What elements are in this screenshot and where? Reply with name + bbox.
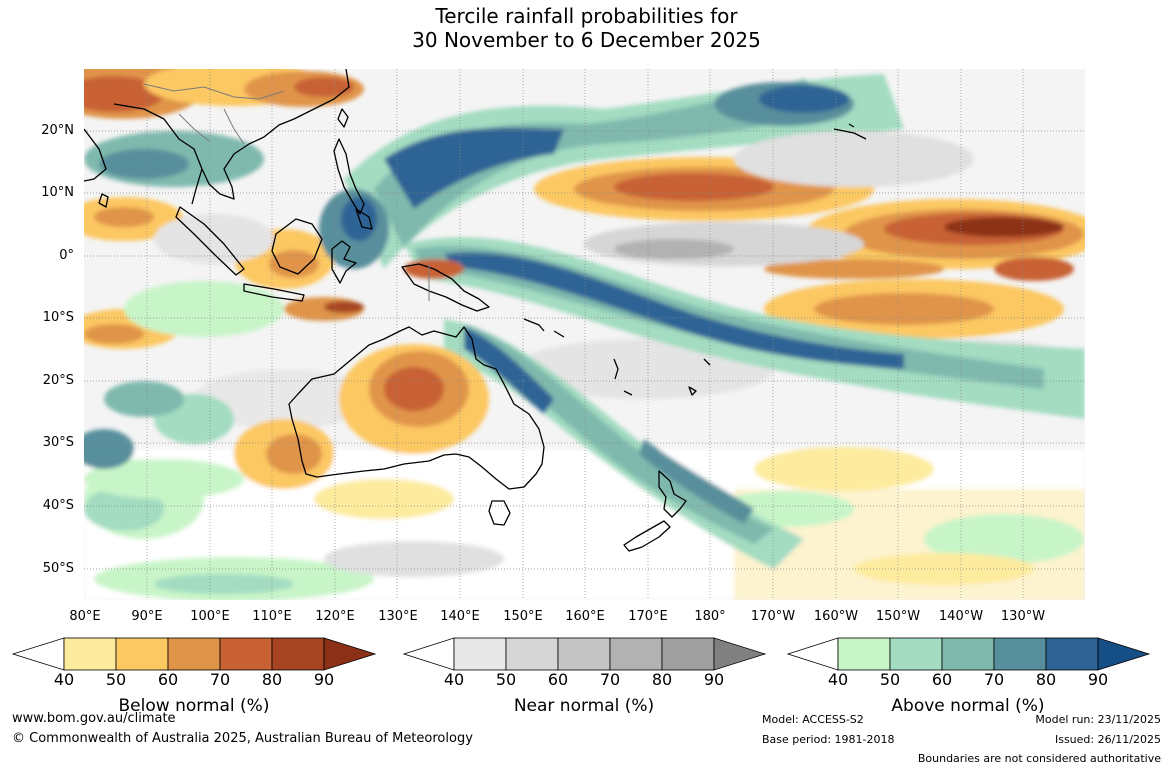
tick-above-70: 70 bbox=[983, 670, 1005, 689]
tick-above-60: 60 bbox=[931, 670, 953, 689]
lon-label-110e: 110°E bbox=[252, 609, 292, 624]
philippines-coastline bbox=[333, 138, 365, 215]
title-line-2: 30 November to 6 December 2025 bbox=[412, 28, 761, 52]
legend-title-near: Near normal (%) bbox=[513, 696, 655, 716]
lon-label-140w: 140°W bbox=[938, 609, 984, 624]
lat-label-0: 0° bbox=[59, 248, 74, 263]
sumatra-coastline bbox=[175, 206, 245, 276]
lat-label-40s: 40°S bbox=[42, 498, 74, 513]
tick-above-50: 50 bbox=[879, 670, 901, 689]
australia-coastline bbox=[288, 326, 545, 490]
lon-label-160e: 160°E bbox=[565, 609, 605, 624]
lat-label-10s: 10°S bbox=[42, 310, 74, 325]
lon-label-150w: 150°W bbox=[875, 609, 921, 624]
mainland-asia-coastline bbox=[113, 69, 350, 200]
cbar-near-seg-1 bbox=[453, 637, 507, 671]
new-zealand-north-coastline bbox=[658, 470, 687, 518]
legend-title-above: Above normal (%) bbox=[891, 696, 1045, 716]
lat-label-30s: 30°S bbox=[42, 435, 74, 450]
tick-above-80: 80 bbox=[1035, 670, 1057, 689]
coastlines bbox=[84, 69, 867, 552]
lon-label-90e: 90°E bbox=[131, 609, 163, 624]
colorbar-above-svg bbox=[787, 637, 1151, 671]
lon-label-80e: 80°E bbox=[69, 609, 101, 624]
map-canvas bbox=[84, 69, 1085, 600]
boundaries-disclaimer: Boundaries are not considered authoritat… bbox=[917, 752, 1161, 765]
lon-label-180: 180° bbox=[694, 609, 726, 624]
tick-below-50: 50 bbox=[105, 670, 127, 689]
website-link[interactable]: www.bom.gov.au/climate bbox=[12, 711, 176, 726]
java-coastline bbox=[243, 283, 305, 302]
cbar-above-seg-1 bbox=[837, 637, 891, 671]
lon-label-170w: 170°W bbox=[750, 609, 796, 624]
tick-near-80: 80 bbox=[651, 670, 673, 689]
tick-near-60: 60 bbox=[547, 670, 569, 689]
borneo-coastline bbox=[271, 218, 323, 275]
legend-title-below: Below normal (%) bbox=[118, 696, 270, 716]
tasmania-coastline bbox=[488, 500, 511, 526]
cbar-below-under bbox=[12, 637, 65, 671]
cbar-near-seg-2 bbox=[505, 637, 559, 671]
issued-date: Issued: 26/11/2025 bbox=[1054, 733, 1161, 746]
new-zealand-south-coastline bbox=[623, 520, 671, 552]
graticule bbox=[84, 69, 1085, 600]
lat-label-50s: 50°S bbox=[42, 561, 74, 576]
cbar-above-under bbox=[787, 637, 839, 671]
map-title: Tercile rainfall probabilities for 30 No… bbox=[0, 4, 1173, 52]
cbar-near-over bbox=[713, 637, 767, 671]
lon-label-150e: 150°E bbox=[503, 609, 543, 624]
colorbar-above-normal bbox=[787, 637, 1151, 671]
title-line-1: Tercile rainfall probabilities for bbox=[435, 4, 738, 28]
model-name: Model: ACCESS-S2 bbox=[762, 713, 864, 726]
sulawesi-coastline bbox=[331, 240, 357, 284]
lat-label-20s: 20°S bbox=[42, 373, 74, 388]
tick-near-70: 70 bbox=[599, 670, 621, 689]
cbar-below-seg-3 bbox=[167, 637, 221, 671]
cbar-below-seg-2 bbox=[115, 637, 169, 671]
colorbar-below-normal bbox=[12, 637, 376, 671]
base-period: Base period: 1981-2018 bbox=[762, 733, 895, 746]
cbar-below-seg-4 bbox=[219, 637, 273, 671]
cbar-below-over bbox=[323, 637, 376, 671]
cbar-above-seg-2 bbox=[889, 637, 943, 671]
colorbar-below-svg bbox=[12, 637, 376, 671]
lon-label-140e: 140°E bbox=[440, 609, 480, 624]
lon-label-120e: 120°E bbox=[315, 609, 355, 624]
lon-label-160w: 160°W bbox=[813, 609, 859, 624]
lon-label-100e: 100°E bbox=[190, 609, 230, 624]
borders bbox=[143, 83, 430, 301]
cbar-above-seg-4 bbox=[993, 637, 1047, 671]
cbar-near-seg-5 bbox=[661, 637, 715, 671]
colorbar-near-normal bbox=[403, 637, 767, 671]
cbar-below-seg-1 bbox=[63, 637, 117, 671]
tick-below-70: 70 bbox=[209, 670, 231, 689]
tick-near-50: 50 bbox=[495, 670, 517, 689]
tick-below-60: 60 bbox=[157, 670, 179, 689]
tick-below-40: 40 bbox=[53, 670, 75, 689]
lon-label-170e: 170°E bbox=[628, 609, 668, 624]
cbar-below-seg-5 bbox=[271, 637, 325, 671]
lon-label-130w: 130°W bbox=[1000, 609, 1046, 624]
probability-map bbox=[84, 69, 1085, 600]
tick-near-90: 90 bbox=[703, 670, 725, 689]
cbar-above-seg-3 bbox=[941, 637, 995, 671]
colorbar-near-svg bbox=[403, 637, 767, 671]
model-run-date: Model run: 23/11/2025 bbox=[1035, 713, 1161, 726]
cbar-above-over bbox=[1097, 637, 1151, 671]
cbar-near-seg-3 bbox=[557, 637, 611, 671]
tick-near-40: 40 bbox=[443, 670, 465, 689]
cbar-near-seg-4 bbox=[609, 637, 663, 671]
copyright-notice: © Commonwealth of Australia 2025, Austra… bbox=[12, 731, 473, 746]
cbar-near-under bbox=[403, 637, 455, 671]
cbar-above-seg-5 bbox=[1045, 637, 1099, 671]
tick-above-90: 90 bbox=[1087, 670, 1109, 689]
tick-below-80: 80 bbox=[261, 670, 283, 689]
tick-above-40: 40 bbox=[827, 670, 849, 689]
lat-label-10n: 10°N bbox=[41, 185, 74, 200]
tick-below-90: 90 bbox=[313, 670, 335, 689]
india-coastline bbox=[84, 128, 107, 182]
lon-label-130e: 130°E bbox=[378, 609, 418, 624]
probability-shading bbox=[84, 69, 1085, 600]
lat-label-20n: 20°N bbox=[41, 123, 74, 138]
